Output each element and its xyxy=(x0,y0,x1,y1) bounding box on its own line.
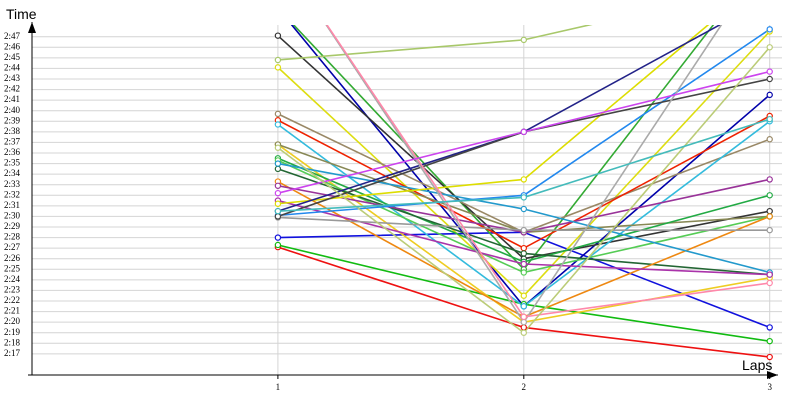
data-point xyxy=(274,121,282,128)
y-tick-label: 2:20 xyxy=(4,316,21,326)
data-point xyxy=(274,207,282,215)
y-tick-label: 2:26 xyxy=(4,253,21,263)
x-tick-label: 2 xyxy=(522,382,527,392)
data-point xyxy=(275,6,280,11)
y-tick-label: 2:42 xyxy=(4,84,20,94)
data-point xyxy=(766,68,773,75)
data-point xyxy=(766,192,773,199)
y-axis-arrow xyxy=(28,22,36,33)
data-point xyxy=(766,115,773,123)
x-tick-label: 1 xyxy=(276,382,281,392)
y-tick-label: 2:34 xyxy=(4,168,21,178)
data-point xyxy=(274,64,282,71)
data-point xyxy=(520,205,528,213)
y-tick-label: 2:19 xyxy=(4,327,21,337)
data-point xyxy=(274,165,282,173)
y-tick-label: 2:46 xyxy=(4,41,21,51)
data-point xyxy=(520,250,528,257)
y-tick-label: 2:27 xyxy=(4,242,21,252)
data-point xyxy=(520,260,528,268)
y-tick-label: 2:35 xyxy=(4,158,21,168)
data-point xyxy=(520,194,528,201)
data-point xyxy=(520,36,528,44)
data-point xyxy=(766,136,773,143)
y-tick-label: 2:30 xyxy=(4,210,21,220)
y-tick-label: 2:28 xyxy=(4,232,21,242)
data-point xyxy=(274,160,282,167)
data-point xyxy=(275,6,280,11)
data-point xyxy=(766,279,773,287)
y-tick-label: 2:18 xyxy=(4,337,21,347)
data-point xyxy=(520,128,528,136)
data-point xyxy=(766,213,773,220)
data-point xyxy=(274,234,282,241)
data-point xyxy=(274,189,282,197)
y-tick-label: 2:24 xyxy=(4,274,21,284)
data-point xyxy=(766,26,773,33)
data-point xyxy=(520,176,528,183)
y-tick-label: 2:17 xyxy=(4,348,21,358)
data-point xyxy=(766,91,773,99)
data-point xyxy=(766,75,773,83)
data-point xyxy=(520,329,528,336)
y-axis-label: Time xyxy=(6,6,37,22)
data-point xyxy=(520,313,528,321)
data-point xyxy=(274,56,282,64)
y-tick-label: 2:36 xyxy=(4,147,21,157)
data-point xyxy=(766,44,773,51)
data-point xyxy=(274,144,282,151)
data-point xyxy=(274,213,282,220)
data-point xyxy=(520,269,528,276)
data-point xyxy=(520,244,528,252)
x-axis-label: Laps xyxy=(742,357,772,373)
y-tick-label: 2:47 xyxy=(4,31,21,41)
y-tick-label: 2:37 xyxy=(4,136,21,146)
y-tick-label: 2:41 xyxy=(4,94,20,104)
data-point xyxy=(274,241,282,249)
data-point xyxy=(766,337,773,345)
data-point xyxy=(520,324,528,331)
data-point xyxy=(766,271,773,278)
y-tick-label: 2:23 xyxy=(4,284,21,294)
y-tick-label: 2:39 xyxy=(4,115,21,125)
data-point xyxy=(520,318,528,326)
y-tick-label: 2:45 xyxy=(4,52,21,62)
data-point xyxy=(766,226,773,234)
data-point xyxy=(520,292,528,299)
y-tick-label: 2:21 xyxy=(4,306,20,316)
data-point xyxy=(766,353,773,361)
y-tick-label: 2:43 xyxy=(4,73,21,83)
data-point xyxy=(520,226,528,234)
data-point xyxy=(274,182,282,189)
data-point xyxy=(766,207,773,215)
x-tick-label: 3 xyxy=(767,382,772,392)
y-tick-label: 2:32 xyxy=(4,189,20,199)
y-tick-label: 2:25 xyxy=(4,263,21,273)
y-tick-label: 2:31 xyxy=(4,200,20,210)
data-point xyxy=(274,200,282,207)
y-tick-label: 2:29 xyxy=(4,221,21,231)
data-point xyxy=(520,303,528,310)
y-tick-label: 2:38 xyxy=(4,126,21,136)
data-point xyxy=(274,110,282,118)
data-point xyxy=(766,324,773,331)
data-point xyxy=(274,32,282,39)
data-point xyxy=(766,176,773,183)
y-tick-label: 2:44 xyxy=(4,62,21,72)
y-tick-label: 2:22 xyxy=(4,295,20,305)
y-tick-label: 2:40 xyxy=(4,105,21,115)
y-tick-label: 2:33 xyxy=(4,179,21,189)
